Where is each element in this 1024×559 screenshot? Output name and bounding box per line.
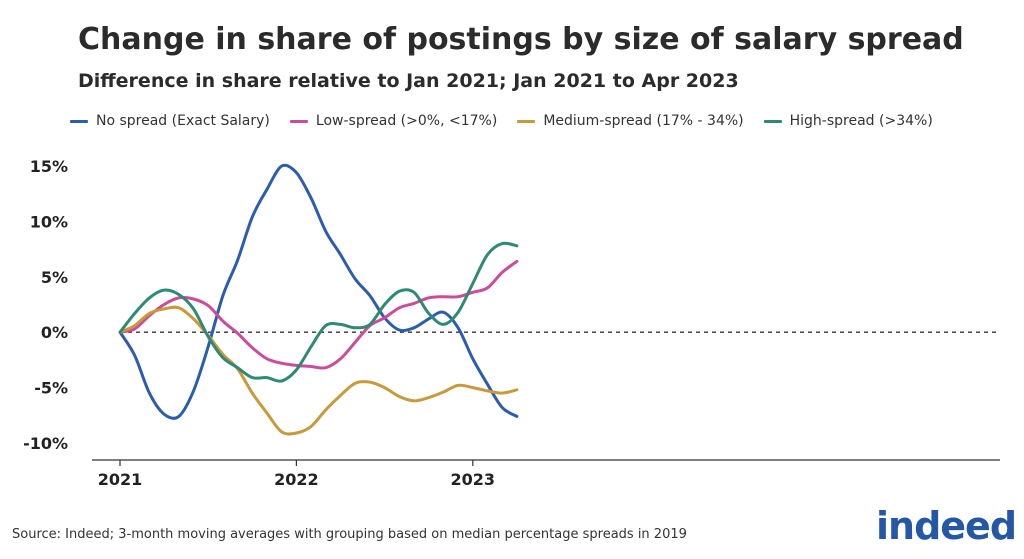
series-line-low-spread [118, 259, 519, 370]
y-tick-label: -10% [23, 434, 68, 453]
legend-label-high-spread: High-spread (>34%) [789, 113, 933, 129]
legend-item-low-spread: Low-spread (>0%, <17%) [289, 113, 498, 129]
series-line-medium-spread [118, 305, 519, 436]
series-line-no-spread [118, 163, 519, 420]
x-tick-label: 2022 [274, 470, 319, 489]
y-tick-label: -5% [34, 379, 68, 398]
legend-item-no-spread: No spread (Exact Salary) [70, 113, 270, 129]
chart-title: Change in share of postings by size of s… [78, 22, 964, 57]
legend-swatch-medium-spread [517, 119, 536, 123]
y-tick-label: 5% [41, 268, 68, 287]
legend-item-medium-spread: Medium-spread (17% - 34%) [517, 113, 744, 129]
x-tick-label: 2023 [451, 470, 496, 489]
indeed-logo: indeed [876, 504, 1017, 548]
legend-label-low-spread: Low-spread (>0%, <17%) [315, 113, 498, 129]
legend-swatch-high-spread [763, 119, 782, 123]
source-note: Source: Indeed; 3-month moving averages … [12, 527, 687, 542]
y-tick-label: 15% [30, 157, 68, 176]
legend-label-medium-spread: Medium-spread (17% - 34%) [543, 113, 744, 129]
y-tick-label: 10% [30, 212, 68, 231]
legend: No spread (Exact Salary) Low-spread (>0%… [70, 113, 933, 129]
legend-swatch-low-spread [289, 119, 308, 123]
legend-swatch-no-spread [70, 119, 88, 123]
series-line-high-spread [118, 241, 519, 383]
x-tick-label: 2021 [98, 470, 143, 489]
legend-label-no-spread: No spread (Exact Salary) [96, 113, 270, 129]
legend-item-high-spread: High-spread (>34%) [763, 113, 933, 129]
chart-subtitle: Difference in share relative to Jan 2021… [78, 70, 739, 92]
y-tick-label: 0% [41, 323, 68, 342]
